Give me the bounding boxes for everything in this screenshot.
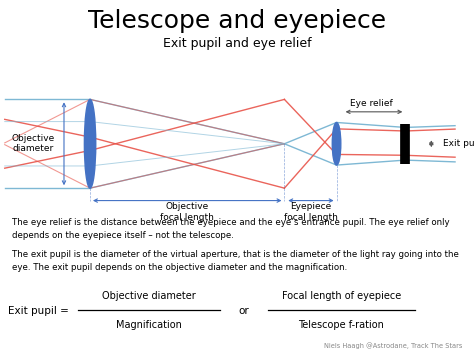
Text: The exit pupil is the diameter of the virtual aperture, that is the diameter of : The exit pupil is the diameter of the vi…: [12, 250, 459, 272]
Text: Objective
diameter: Objective diameter: [11, 134, 55, 153]
Text: The eye relief is the distance between the eyepiece and the eye’s entrance pupil: The eye relief is the distance between t…: [12, 218, 449, 240]
Ellipse shape: [84, 99, 96, 188]
Text: Objective diameter: Objective diameter: [102, 291, 196, 301]
Text: Niels Haagh @Astrodane, Track The Stars: Niels Haagh @Astrodane, Track The Stars: [324, 342, 462, 349]
Text: Exit pupil =: Exit pupil =: [8, 306, 69, 316]
Text: Telescope f-ration: Telescope f-ration: [298, 320, 384, 329]
Text: Eyepiece
focal length: Eyepiece focal length: [283, 202, 337, 222]
Ellipse shape: [332, 122, 341, 165]
Text: Exit pupil and eye relief: Exit pupil and eye relief: [163, 37, 311, 50]
Text: Eye relief: Eye relief: [349, 99, 392, 108]
Text: Focal length of eyepiece: Focal length of eyepiece: [282, 291, 401, 301]
Text: or: or: [239, 306, 249, 316]
Text: Exit pupil: Exit pupil: [443, 139, 474, 148]
Text: Magnification: Magnification: [117, 320, 182, 329]
Text: Telescope and eyepiece: Telescope and eyepiece: [88, 9, 386, 33]
Text: Objective
focal length: Objective focal length: [160, 202, 214, 222]
